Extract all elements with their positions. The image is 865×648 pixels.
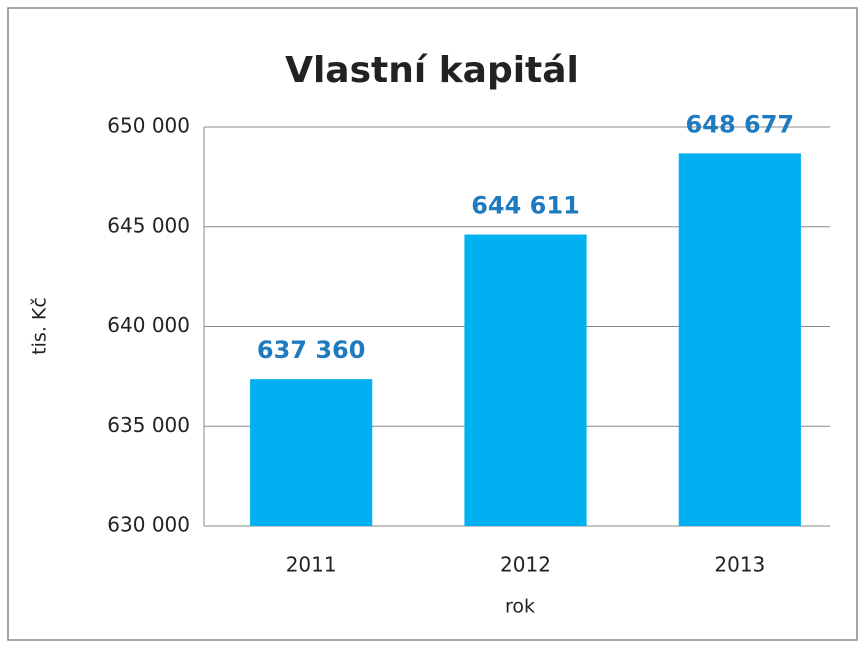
y-tick-label: 650 000	[107, 114, 190, 138]
data-label: 644 611	[471, 192, 580, 220]
y-axis-label: tis. Kč	[29, 297, 51, 355]
data-label: 648 677	[686, 110, 795, 138]
x-tick-label: 2013	[714, 553, 765, 577]
y-tick-label: 640 000	[107, 313, 190, 337]
y-tick-label: 645 000	[107, 213, 190, 237]
x-axis-label: rok	[505, 596, 535, 618]
chart-title: Vlastní kapitál	[285, 50, 579, 91]
bar	[678, 153, 801, 526]
x-tick-label: 2012	[500, 553, 551, 577]
y-tick-label: 635 000	[107, 413, 190, 437]
bar	[250, 379, 373, 526]
data-label: 637 360	[257, 336, 366, 364]
y-tick-label: 630 000	[107, 513, 190, 537]
x-tick-label: 2011	[286, 553, 337, 577]
bar	[464, 234, 587, 526]
